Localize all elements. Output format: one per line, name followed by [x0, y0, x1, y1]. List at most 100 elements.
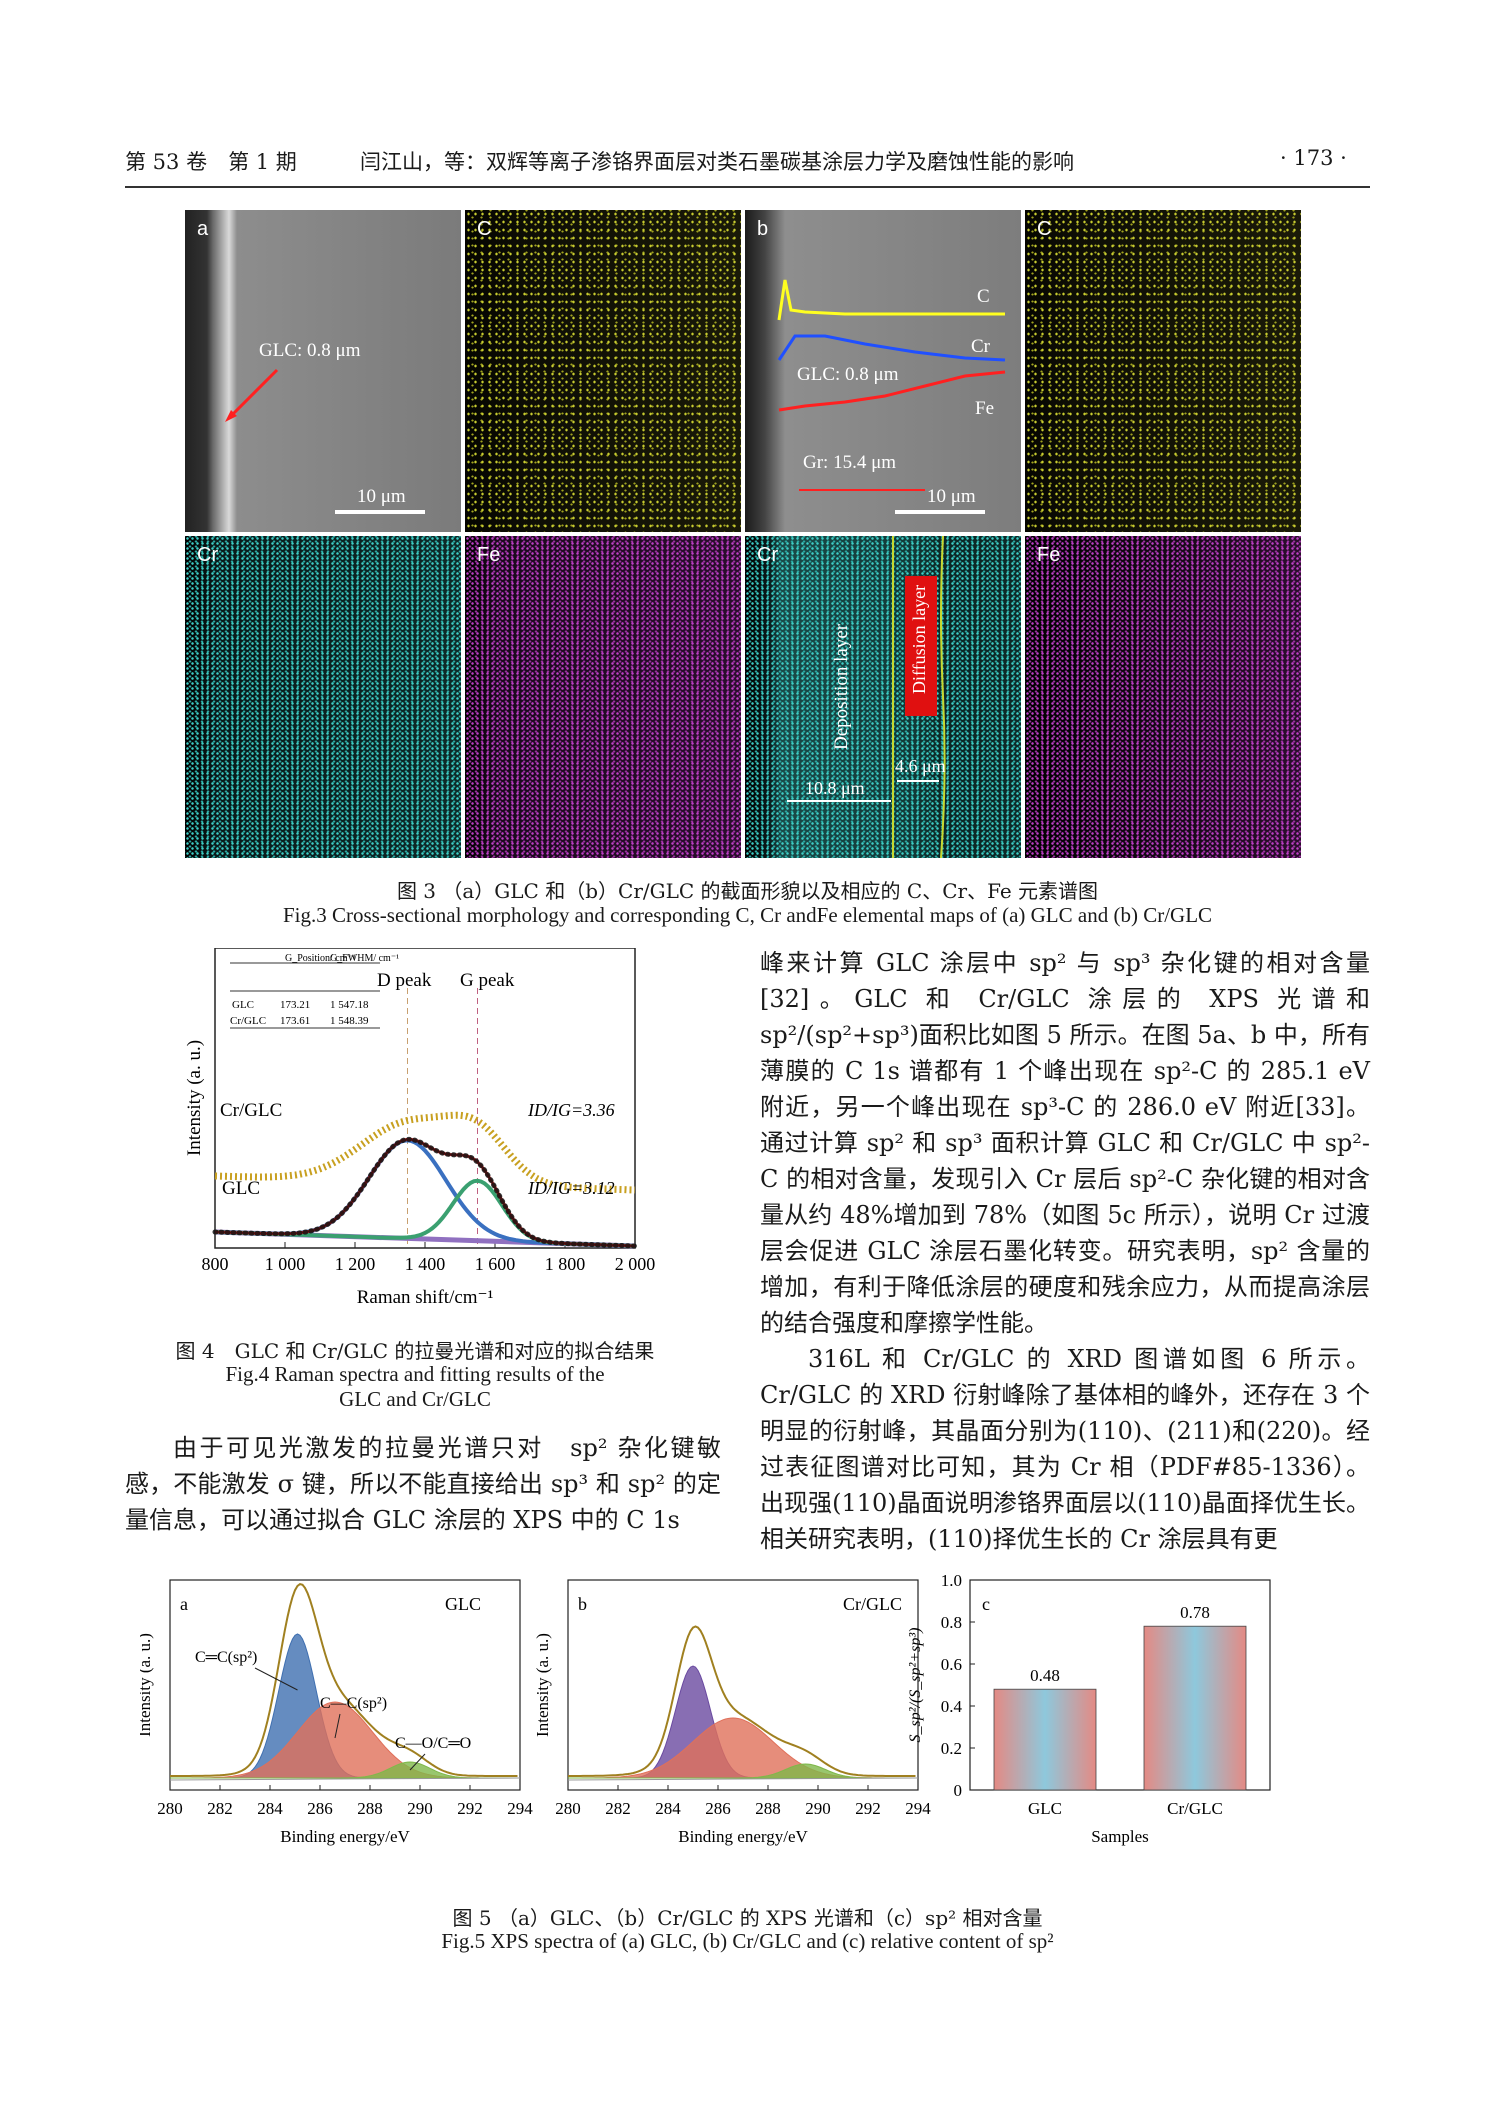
table-cell: 173.21 [280, 999, 310, 1011]
table-header-fwhm: G_FWHM/ cm⁻¹ [330, 953, 399, 964]
element-label: C [1037, 218, 1052, 240]
bond-annotation: C—O/C═O [395, 1735, 471, 1752]
x-tick-label: 294 [507, 1799, 533, 1818]
element-label: Cr [197, 544, 219, 566]
x-tick-label: 292 [457, 1799, 483, 1818]
running-title: 闫江山，等：双辉等离子渗铬界面层对类石墨碳基涂层力学及磨蚀性能的影响 [360, 150, 1074, 174]
map-c-glc: C [465, 210, 741, 532]
sem-image-cr-glc: b C Cr Fe GLC: 0.8 μm Gr: 15.4 μm 10 μm [745, 210, 1021, 532]
fit-peak [568, 1717, 918, 1779]
fig3-caption-en: Fig.3 Cross-sectional morphology and cor… [282, 903, 1213, 927]
fig4-caption-cn: 图 4 GLC 和 Cr/GLC 的拉曼光谱和对应的拟合结果 [175, 1339, 655, 1363]
map-fe-glc: Fe [465, 536, 741, 858]
y-tick-label: 0 [954, 1781, 963, 1800]
element-label: C [477, 218, 492, 240]
y-axis-label: Intensity (a. u.) [140, 1633, 154, 1737]
y-axis-label: Intensity (a. u.) [533, 1633, 552, 1737]
y-tick-label: 1.0 [941, 1571, 962, 1590]
bar [1143, 1625, 1247, 1791]
bond-annotation: C═C(sp²) [195, 1649, 257, 1666]
x-tick-label: 284 [257, 1799, 283, 1818]
scale-bar-label: 10 μm [927, 486, 976, 507]
fit-peak [170, 1761, 520, 1779]
line-c-label: C [977, 286, 990, 307]
plot-frame [969, 1579, 1271, 1791]
x-tick-label: 286 [307, 1799, 333, 1818]
x-axis-label: Binding energy/eV [678, 1827, 808, 1846]
panel-label: b [578, 1594, 587, 1614]
line-scan-overlay [777, 279, 1006, 514]
x-tick-label: 288 [357, 1799, 383, 1818]
fig5-caption-cn: 图 5 （a）GLC、（b）Cr/GLC 的 XPS 光谱和（c）sp² 相对含… [452, 1906, 1043, 1930]
x-tick-label: 280 [555, 1799, 581, 1818]
panel-label: b [757, 218, 769, 240]
x-tick-label: 294 [905, 1799, 931, 1818]
map-c-cr-glc: C [1025, 210, 1301, 532]
ratio-glc: ID/IG=3.12 [527, 1178, 615, 1198]
x-tick-label: 282 [207, 1799, 233, 1818]
x-tick-label: 290 [407, 1799, 433, 1818]
header-rule [125, 186, 1370, 188]
annotation-arrow [409, 1753, 426, 1771]
x-axis-label: Raman shift/cm⁻¹ [357, 1287, 494, 1308]
table-cell: GLC [232, 999, 254, 1011]
y-tick-label: 0.6 [941, 1655, 962, 1674]
y-axis-label: Intensity (a. u.) [184, 1040, 205, 1156]
glc-spectrum-points [212, 1136, 638, 1249]
page-number: · 173 · [1280, 146, 1347, 170]
baseline [169, 1777, 521, 1781]
annotation-arrow [254, 1667, 298, 1691]
x-tick-label: 292 [855, 1799, 881, 1818]
table-cell: 1 547.18 [330, 999, 369, 1011]
diffusion-layer-label: Diffusion layer [909, 584, 929, 694]
thickness-label: GLC: 0.8 μm [259, 340, 361, 361]
map-cr-cr-glc: Cr Deposition layer Diffusion layer 10.8… [745, 536, 1021, 858]
table-header-position: G_Position/ cm⁻¹ [285, 953, 356, 964]
layer-boundaries [787, 536, 946, 858]
plot-frame [567, 1579, 919, 1791]
paragraph-xps: 峰来计算 GLC 涂层中 sp² 与 sp³ 杂化键的相对含量[32]。GLC … [760, 949, 1370, 1337]
panel-label: a [197, 218, 209, 240]
table-cell: 173.61 [280, 1015, 310, 1027]
cr-glc-spectrum [214, 1111, 636, 1194]
panel-label: a [180, 1594, 188, 1614]
x-tick-label: 2 000 [615, 1254, 656, 1274]
x-tick-label: 800 [202, 1254, 229, 1274]
fig3-caption-cn: 图 3 （a）GLC 和（b）Cr/GLC 的截面形貌以及相应的 C、Cr、Fe… [396, 879, 1099, 903]
panel-label: c [982, 1594, 990, 1614]
fig4-caption-en-1: Fig.4 Raman spectra and fitting results … [225, 1362, 605, 1386]
x-axis-label: Samples [1091, 1827, 1149, 1846]
fig5-caption-en: Fig.5 XPS spectra of (a) GLC, (b) Cr/GLC… [441, 1929, 1054, 1953]
line-fe-label: Fe [975, 398, 994, 419]
sample-label: Cr/GLC [843, 1594, 902, 1614]
element-label: Fe [477, 544, 501, 566]
series-label-glc: GLC [222, 1178, 260, 1199]
journal-volume: 第 53 卷 第 1 期 [125, 150, 297, 174]
x-tick-label: 284 [655, 1799, 681, 1818]
bar-value-label: 0.78 [1180, 1603, 1210, 1622]
x-tick-label: 288 [755, 1799, 781, 1818]
paragraph-right: 峰来计算 GLC 涂层中 sp² 与 sp³ 杂化键的相对含量[32]。GLC … [760, 945, 1370, 1557]
x-tick-label: 1 800 [545, 1254, 586, 1274]
raman-chart: Intensity (a. u.) Raman shift/cm⁻¹ 800 1 … [184, 948, 656, 1308]
x-tick-label: 1 600 [475, 1254, 516, 1274]
table-cell: Cr/GLC [230, 1015, 266, 1027]
y-tick-label: 0.2 [941, 1739, 962, 1758]
y-tick-label: 0.8 [941, 1613, 962, 1632]
x-tick-label: 1 000 [265, 1254, 306, 1274]
scale-bar-label: 10 μm [357, 486, 406, 507]
bond-annotation: C—C(sp²) [320, 1695, 387, 1712]
sem-image-glc: a GLC: 0.8 μm 10 μm [185, 210, 461, 532]
y-axis-label: S_sp²/(S_sp²+sp³) [907, 1628, 924, 1743]
plot-frame [169, 1579, 521, 1791]
y-tick-label: 0.4 [941, 1697, 963, 1716]
deposition-width-label: 10.8 μm [805, 778, 865, 798]
xps-and-sp2-charts: a GLC Intensity (a. u.) Binding energy/eV 28… [140, 1571, 1271, 1846]
sample-label: GLC [445, 1594, 481, 1614]
d-peak-label: D peak [377, 970, 432, 991]
series-label-cr-glc: Cr/GLC [220, 1100, 282, 1121]
thickness-label: GLC: 0.8 μm [797, 364, 899, 385]
x-tick-label: 280 [157, 1799, 183, 1818]
table-cell: 1 548.39 [330, 1015, 369, 1027]
envelope-curve [568, 1625, 916, 1777]
